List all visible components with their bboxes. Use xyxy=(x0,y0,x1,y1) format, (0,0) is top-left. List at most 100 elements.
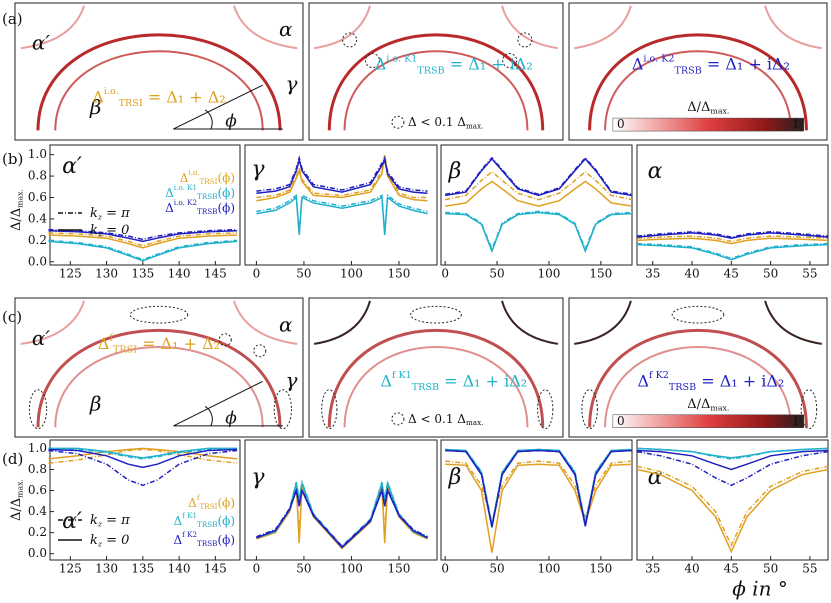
text-part: Δ xyxy=(165,186,174,200)
fermi-alpha-prime xyxy=(574,5,632,50)
text-part: = Δ₁ + iΔ₂ xyxy=(696,371,784,390)
panel-label: (c) xyxy=(2,308,22,326)
rich-text: Δ/Δmax. xyxy=(687,100,729,116)
colorbar-tick: 1 xyxy=(792,414,800,428)
series-line xyxy=(445,211,633,254)
fermi-alpha xyxy=(501,300,559,345)
fermi-gamma xyxy=(604,50,792,131)
x-tick-label: 150 xyxy=(388,267,411,281)
text-part: k xyxy=(90,206,98,221)
small-gap-marker xyxy=(342,32,358,48)
text-part: Δ xyxy=(380,371,392,390)
small-gap-marker xyxy=(537,389,554,430)
text-part: = Δ₁ + Δ₂ xyxy=(143,87,226,106)
plot-frame xyxy=(636,144,829,266)
fermi-alpha-prime xyxy=(313,300,371,345)
small-gap-marker xyxy=(800,389,818,430)
text-part: TRSB xyxy=(197,192,217,201)
angle-lines xyxy=(173,84,283,130)
text-part: f xyxy=(109,332,114,343)
series-line xyxy=(48,448,238,469)
panel-frame xyxy=(308,297,564,438)
fermi-alpha-prime xyxy=(574,300,632,345)
rich-text: kz = 0 xyxy=(90,533,129,549)
fermi-alpha xyxy=(764,300,822,345)
x-tick-label: 50 xyxy=(296,267,311,281)
y-tick-label: 1.0 xyxy=(28,441,47,455)
text-part: TRSI xyxy=(199,177,217,186)
band-label: α xyxy=(279,312,293,336)
x-tick-label: 130 xyxy=(95,562,118,576)
series-line xyxy=(636,231,829,238)
note-marker xyxy=(391,412,405,426)
x-tick-label: 150 xyxy=(589,267,612,281)
text-part: Δ xyxy=(173,514,182,528)
x-tick-label: 35 xyxy=(645,267,660,281)
rich-text: Δ/Δmax. xyxy=(687,396,729,412)
small-gap-marker xyxy=(671,305,725,324)
series-line xyxy=(256,157,428,194)
rich-text: Δi.o. K2TRSB = Δ₁ + iΔ₂ xyxy=(632,53,790,76)
series-line xyxy=(445,157,633,197)
panel-frame xyxy=(14,2,304,141)
colorbar xyxy=(612,414,805,429)
series-line xyxy=(636,465,829,548)
text-part: z xyxy=(97,520,103,529)
rich-text: Δ/Δmax. xyxy=(9,479,25,521)
text-part: TRSB xyxy=(675,65,702,76)
y-tick-label: 0.2 xyxy=(28,233,47,247)
text-part: z xyxy=(97,230,103,239)
colorbar-tick: 0 xyxy=(617,117,625,131)
text-part: (ϕ) xyxy=(217,514,235,528)
colorbar-tick: 1 xyxy=(792,117,800,131)
fermi-alpha xyxy=(232,5,298,50)
y-tick-label: 0.0 xyxy=(28,254,47,268)
series-line xyxy=(48,240,238,262)
fermi-beta xyxy=(36,329,282,428)
series-line xyxy=(636,243,829,261)
text-part: = Δ₁ + iΔ₂ xyxy=(702,54,790,73)
y-tick-label: 0.2 xyxy=(28,525,47,539)
small-gap-marker xyxy=(410,305,462,324)
text-part: TRSI xyxy=(119,98,143,109)
series-line xyxy=(48,232,238,247)
band-label: α xyxy=(279,17,293,41)
x-tick-label: 50 xyxy=(489,562,504,576)
rich-text: Δ/Δmax. xyxy=(9,189,25,231)
small-gap-marker xyxy=(253,344,267,358)
x-tick-label: 0 xyxy=(441,267,449,281)
y-tick-label: 0.0 xyxy=(28,546,47,560)
text-part: Δ < 0.1 Δ xyxy=(408,115,466,129)
rich-text: Δf K1TRSB = Δ₁ + iΔ₂ xyxy=(380,370,527,393)
x-tick-label: 45 xyxy=(724,562,739,576)
panel-label: (d) xyxy=(2,450,23,468)
fermi-gamma xyxy=(604,345,792,428)
text-part: TRSI xyxy=(199,502,217,511)
fermi-gamma xyxy=(343,345,529,428)
y-tick-label: 0.6 xyxy=(28,483,47,497)
x-tick-label: 55 xyxy=(802,562,817,576)
small-gap-marker xyxy=(129,305,189,324)
text-part: Δ/Δ xyxy=(9,498,24,521)
text-part: max. xyxy=(16,479,25,498)
colorbar xyxy=(612,117,805,132)
fermi-alpha xyxy=(501,5,559,50)
series-line xyxy=(636,235,829,243)
x-tick-label: 50 xyxy=(296,562,311,576)
series-line xyxy=(636,450,829,487)
text-part: = 0 xyxy=(102,223,129,238)
x-tick-label: 100 xyxy=(538,562,561,576)
text-part: f K2 xyxy=(182,530,197,539)
text-part: = 0 xyxy=(102,533,129,548)
text-part: (ϕ) xyxy=(217,171,235,185)
x-tick-label: 50 xyxy=(763,267,778,281)
series-line xyxy=(445,210,633,251)
text-part: max. xyxy=(466,121,483,130)
text-part: f K1 xyxy=(392,370,412,381)
band-label: β xyxy=(448,465,462,490)
panel-label: (b) xyxy=(2,150,23,168)
series-line xyxy=(636,468,829,554)
plot-frame xyxy=(244,439,438,561)
fermi-beta xyxy=(588,328,808,428)
